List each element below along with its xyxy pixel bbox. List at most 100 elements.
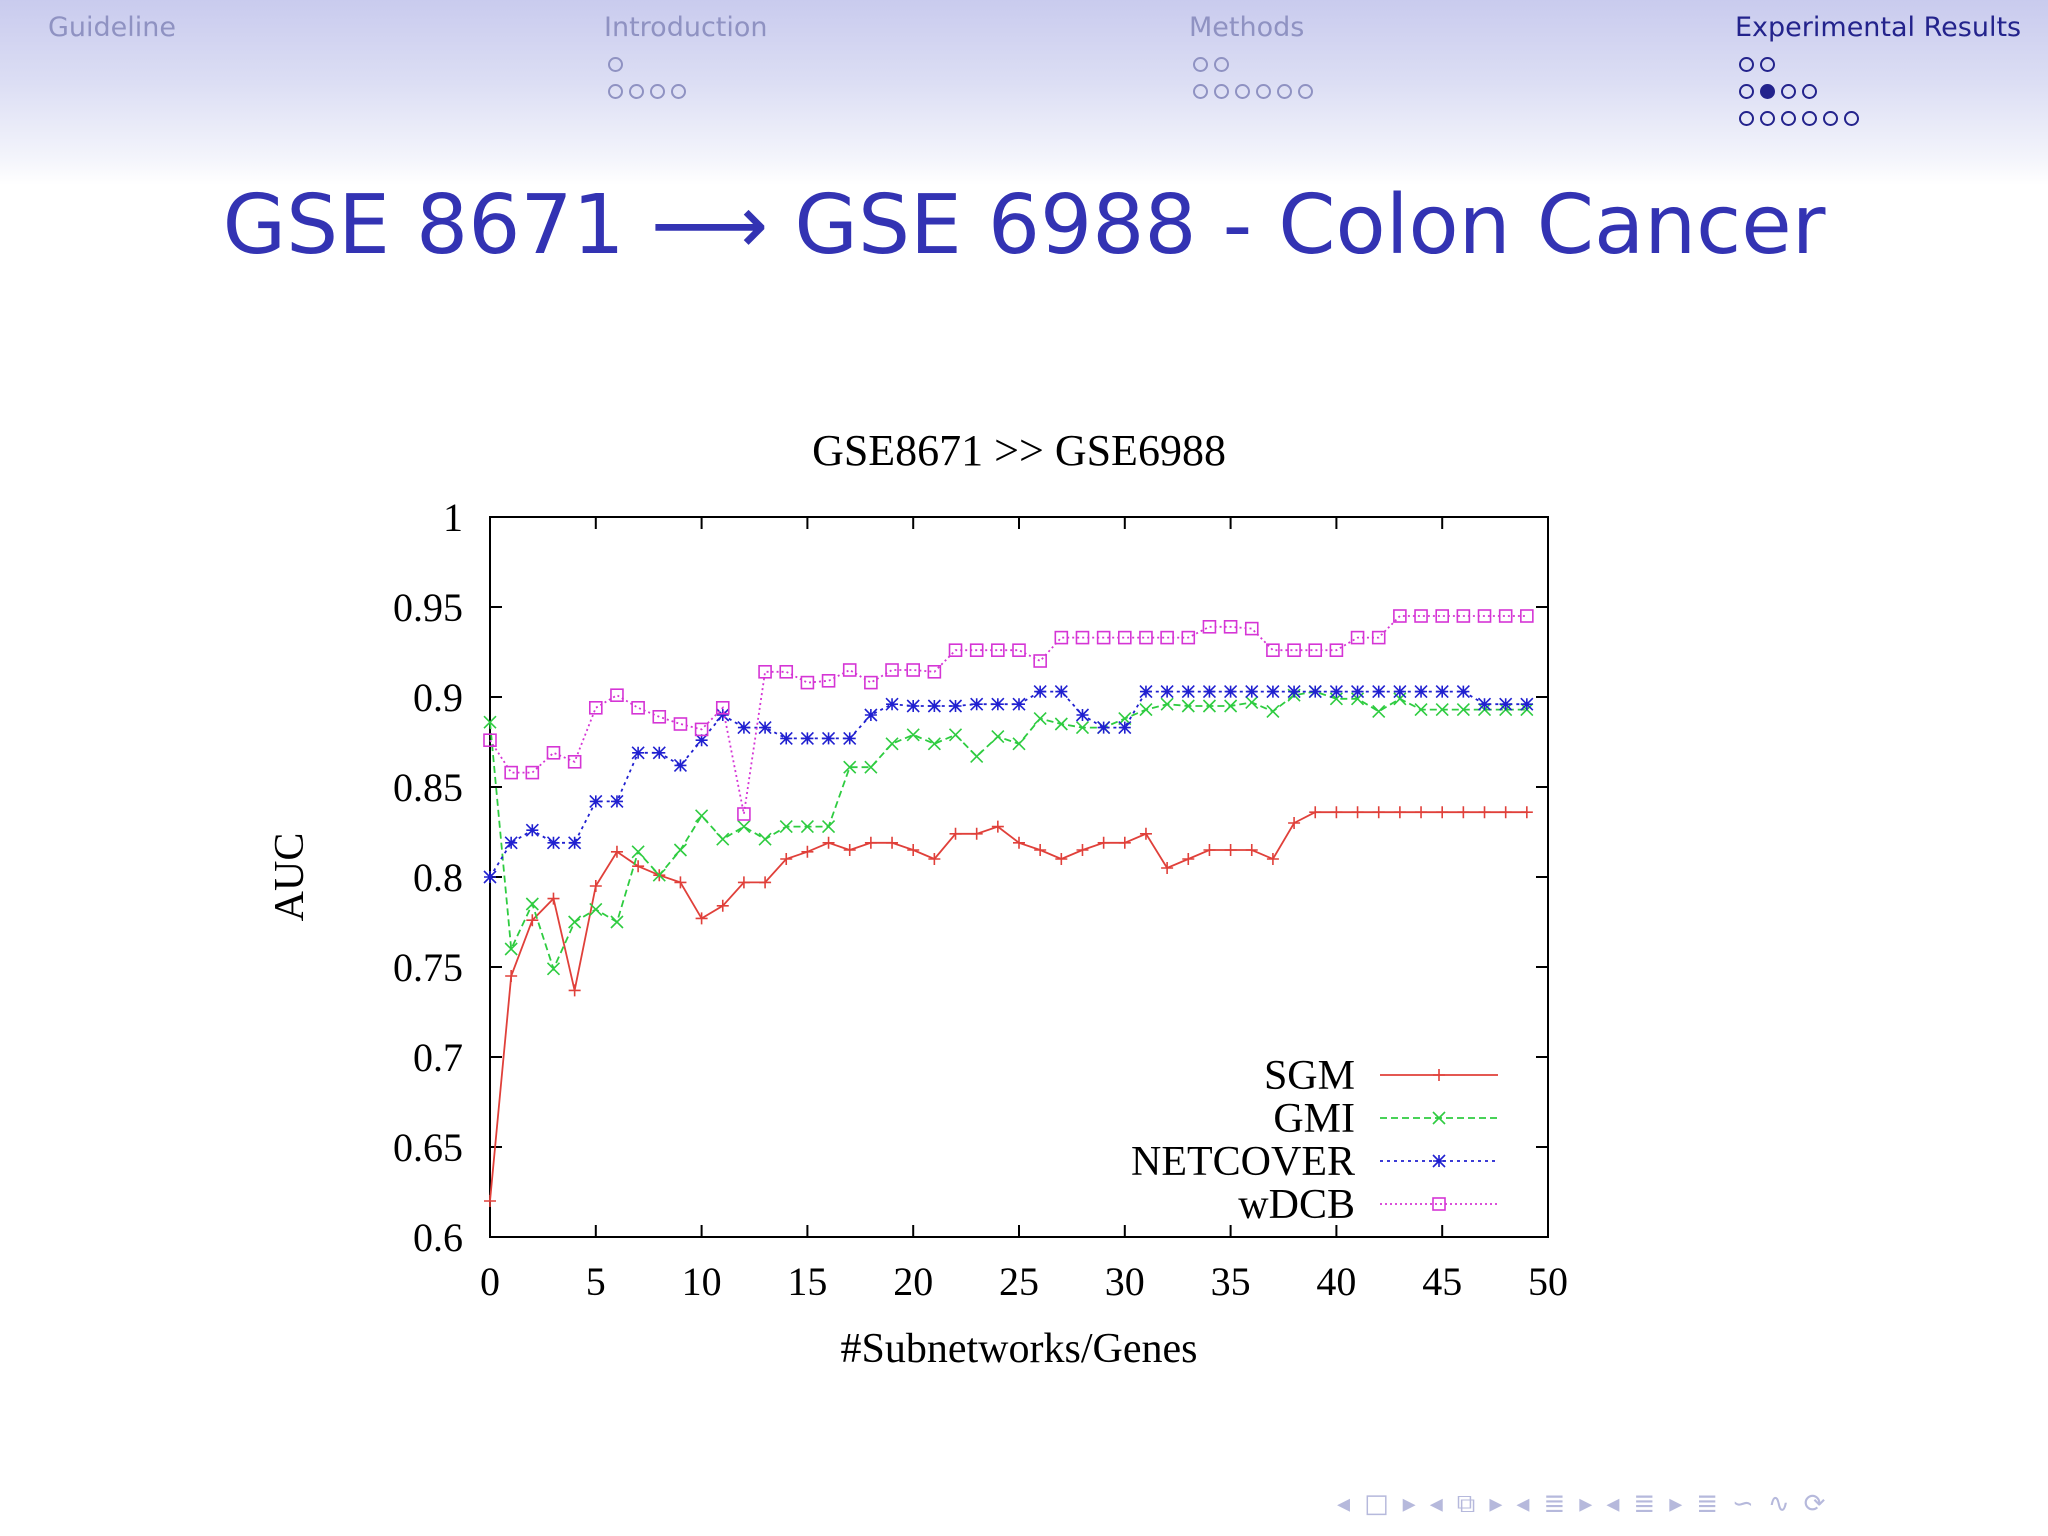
data-point-netcover: [1160, 685, 1174, 699]
data-point-gmi: [779, 820, 793, 834]
frame-dot[interactable]: [1781, 111, 1796, 126]
data-point-netcover: [821, 731, 836, 745]
next-subsection-icon[interactable]: ▸: [1489, 1489, 1503, 1519]
data-point-sgm: [822, 836, 835, 849]
y-tick-label: 0.85: [393, 765, 463, 810]
data-point-netcover: [991, 697, 1005, 711]
data-point-sgm: [505, 970, 518, 982]
series-line-netcover: [489, 690, 1527, 878]
frame-dot[interactable]: [1781, 84, 1796, 99]
frame-dot[interactable]: [1802, 84, 1817, 99]
nav-section-methods[interactable]: Methods: [1189, 12, 1305, 43]
frame-dot[interactable]: [1802, 111, 1817, 126]
frame-dot[interactable]: [1760, 111, 1775, 126]
frame-dot[interactable]: [629, 84, 644, 99]
frame-dot[interactable]: [1193, 57, 1208, 72]
forward-icon[interactable]: ∿: [1767, 1489, 1790, 1519]
data-point-gmi: [1012, 737, 1026, 751]
data-point-sgm: [1013, 836, 1025, 849]
data-point-netcover: [1435, 685, 1449, 699]
next-frame-icon[interactable]: ▸: [1402, 1489, 1416, 1519]
frame-dot[interactable]: [1823, 111, 1838, 126]
data-point-gmi: [1181, 699, 1195, 713]
frame-dot[interactable]: [1277, 84, 1292, 99]
appendix-icon[interactable]: ≣: [1696, 1489, 1719, 1519]
nav-section-introduction[interactable]: Introduction: [604, 12, 768, 43]
data-point-wdcb: [1012, 643, 1026, 658]
y-tick-label: 0.95: [393, 585, 463, 630]
data-point-sgm: [484, 1195, 496, 1207]
data-point-wdcb: [885, 663, 899, 677]
data-point-sgm: [547, 892, 560, 905]
data-point-netcover: [1456, 685, 1470, 699]
frame-icon[interactable]: □: [1364, 1489, 1389, 1519]
next-section-icon[interactable]: ▸: [1579, 1489, 1593, 1519]
data-point-wdcb: [842, 663, 857, 677]
data-point-sgm: [1266, 853, 1279, 865]
frame-dot[interactable]: [1739, 57, 1754, 72]
frame-dot[interactable]: [1844, 111, 1859, 126]
frame-dot[interactable]: [1760, 57, 1775, 72]
slide-icon[interactable]: ≣: [1633, 1489, 1656, 1519]
data-point-netcover: [1350, 685, 1365, 699]
frame-dot[interactable]: [1193, 84, 1208, 99]
frame-dot[interactable]: [650, 84, 665, 99]
current-frame-dot[interactable]: [1760, 84, 1775, 99]
subsection-icon[interactable]: ⧉: [1456, 1488, 1476, 1519]
nav-section-guideline[interactable]: Guideline: [48, 12, 177, 43]
prev-subsection-icon[interactable]: ◂: [1429, 1489, 1443, 1519]
data-point-netcover: [1477, 697, 1492, 711]
y-tick-label: 0.75: [393, 945, 463, 990]
frame-dot[interactable]: [1214, 57, 1229, 72]
data-point-gmi: [1054, 717, 1068, 731]
nav-section-experimental-results[interactable]: Experimental Results: [1735, 12, 2022, 43]
data-point-gmi: [525, 897, 539, 911]
frame-dot[interactable]: [1739, 84, 1754, 99]
data-point-sgm: [1224, 844, 1237, 856]
search-icon[interactable]: ⟳: [1803, 1489, 1826, 1519]
prev-slide-icon[interactable]: ◂: [1606, 1489, 1620, 1519]
legend-marker-sgm: [1433, 1069, 1445, 1081]
x-axis-label: #Subnetworks/Genes: [841, 1326, 1198, 1372]
data-point-wdcb: [1520, 609, 1534, 623]
data-point-gmi: [695, 809, 709, 823]
section-icon[interactable]: ≣: [1543, 1489, 1566, 1519]
data-point-gmi: [843, 760, 857, 774]
data-point-wdcb: [1266, 643, 1280, 658]
data-point-netcover: [589, 794, 603, 808]
frame-dot[interactable]: [1739, 111, 1754, 126]
data-point-gmi: [927, 737, 941, 751]
data-point-netcover: [1139, 685, 1153, 699]
prev-section-icon[interactable]: ◂: [1516, 1489, 1530, 1519]
data-point-gmi: [1139, 703, 1153, 717]
data-point-sgm: [737, 876, 750, 889]
data-point-wdcb: [610, 688, 624, 703]
next-slide-icon[interactable]: ▸: [1669, 1489, 1683, 1519]
series-line-sgm: [489, 811, 1527, 1202]
data-point-sgm: [589, 880, 602, 892]
data-point-sgm: [1203, 844, 1216, 856]
legend-label-wdcb: wDCB: [1238, 1182, 1355, 1228]
data-point-netcover: [1287, 685, 1301, 699]
beamer-navigation-controls: ◂ □ ▸ ◂ ⧉ ▸ ◂ ≣ ▸ ◂ ≣ ▸ ≣ ∽ ∿ ⟳: [1330, 1486, 1832, 1522]
data-point-sgm: [1478, 806, 1491, 819]
data-point-gmi: [821, 820, 836, 834]
frame-dot[interactable]: [608, 57, 623, 72]
data-point-sgm: [1245, 844, 1258, 856]
y-tick-label: 0.8: [413, 855, 463, 900]
frame-dot[interactable]: [1235, 84, 1250, 99]
data-point-gmi: [885, 737, 899, 751]
data-point-wdcb: [1329, 643, 1344, 658]
data-point-gmi: [546, 962, 561, 976]
data-point-netcover: [1097, 721, 1111, 735]
data-point-wdcb: [1202, 619, 1217, 634]
frame-dot[interactable]: [1298, 84, 1313, 99]
frame-dot[interactable]: [671, 84, 686, 99]
data-point-wdcb: [737, 807, 751, 821]
back-icon[interactable]: ∽: [1732, 1489, 1754, 1519]
frame-dot[interactable]: [608, 84, 623, 99]
frame-dot[interactable]: [1256, 84, 1271, 99]
prev-frame-icon[interactable]: ◂: [1337, 1489, 1351, 1519]
frame-dot[interactable]: [1214, 84, 1229, 99]
